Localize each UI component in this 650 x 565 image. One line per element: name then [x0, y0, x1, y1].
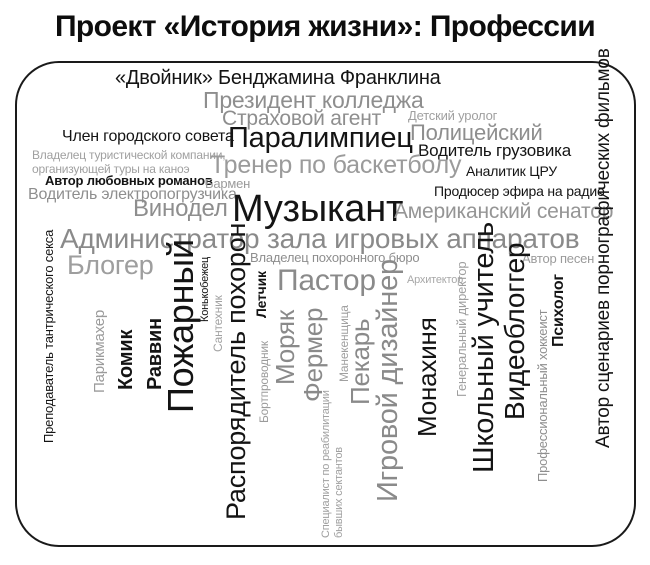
- cloud-word: Аналитик ЦРУ: [466, 163, 557, 179]
- cloud-word: Водитель электропогрузчика: [28, 186, 237, 203]
- cloud-word: «Двойник» Бенджамина Франклина: [115, 67, 441, 89]
- cloud-word: Автор песен: [522, 251, 595, 266]
- cloud-word: Автор любовных романов: [45, 173, 213, 188]
- cloud-word: Комик: [115, 329, 137, 390]
- cloud-word: Музыкант: [232, 188, 404, 230]
- cloud-border-frame: [15, 61, 636, 547]
- cloud-word: Бортпроводник: [257, 341, 271, 423]
- cloud-word: Тренер по баскетболу: [210, 151, 462, 179]
- cloud-word: Пастор: [277, 264, 376, 297]
- cloud-word: Член городского совета: [62, 128, 234, 145]
- cloud-word: Автор сценариев порнографических фильмов: [593, 48, 614, 448]
- cloud-word: Монахиня: [412, 317, 442, 437]
- cloud-word: Администратор зала игровых аппаратов: [60, 223, 580, 254]
- cloud-word: Летчик: [253, 271, 269, 318]
- cloud-word: Водитель грузовика: [418, 141, 572, 160]
- cloud-word: Страховой агент: [222, 107, 382, 130]
- cloud-word: Блогер: [67, 250, 154, 280]
- cloud-word: Генеральный директор: [454, 261, 469, 397]
- cloud-word: Конькобежец: [199, 256, 211, 322]
- cloud-word: Распорядитель похорон: [221, 222, 251, 520]
- cloud-word: Преподаватель тантрического секса: [41, 229, 56, 443]
- page-title: Проект «История жизни»: Профессии: [54, 10, 596, 43]
- cloud-word: Пожарный: [160, 239, 201, 413]
- cloud-word: Бармен: [205, 176, 251, 191]
- cloud-word: Продюсер эфира на радио: [434, 183, 605, 199]
- cloud-word: Фермер: [298, 307, 328, 402]
- cloud-word: Парикмахер: [91, 309, 108, 393]
- cloud-word: Игровой дизайнер: [372, 259, 404, 502]
- cloud-word: Профессиональный хоккеист: [535, 309, 550, 482]
- cloud-word: Специалист по реабилитации бывших сектан…: [320, 390, 345, 538]
- cloud-word: Владелец туристической компании, организ…: [32, 148, 226, 177]
- cloud-word: Винодел: [133, 195, 228, 222]
- cloud-word: Пекарь: [345, 318, 375, 405]
- cloud-word: Полицейский: [410, 120, 543, 145]
- cloud-word: Владелец похоронного бюро: [250, 250, 420, 265]
- cloud-word: Детский уролог: [408, 108, 498, 123]
- cloud-word: Архитектор: [407, 274, 464, 286]
- cloud-word: Психолог: [550, 274, 567, 347]
- cloud-word: Президент колледжа: [203, 87, 424, 113]
- cloud-word: Школьный учитель: [468, 222, 500, 473]
- cloud-word: Американский сенатор: [394, 200, 614, 223]
- cloud-word: Паралимпиец: [228, 122, 413, 154]
- cloud-word: Моряк: [270, 309, 300, 385]
- cloud-word: Видеоблоггер: [499, 242, 530, 420]
